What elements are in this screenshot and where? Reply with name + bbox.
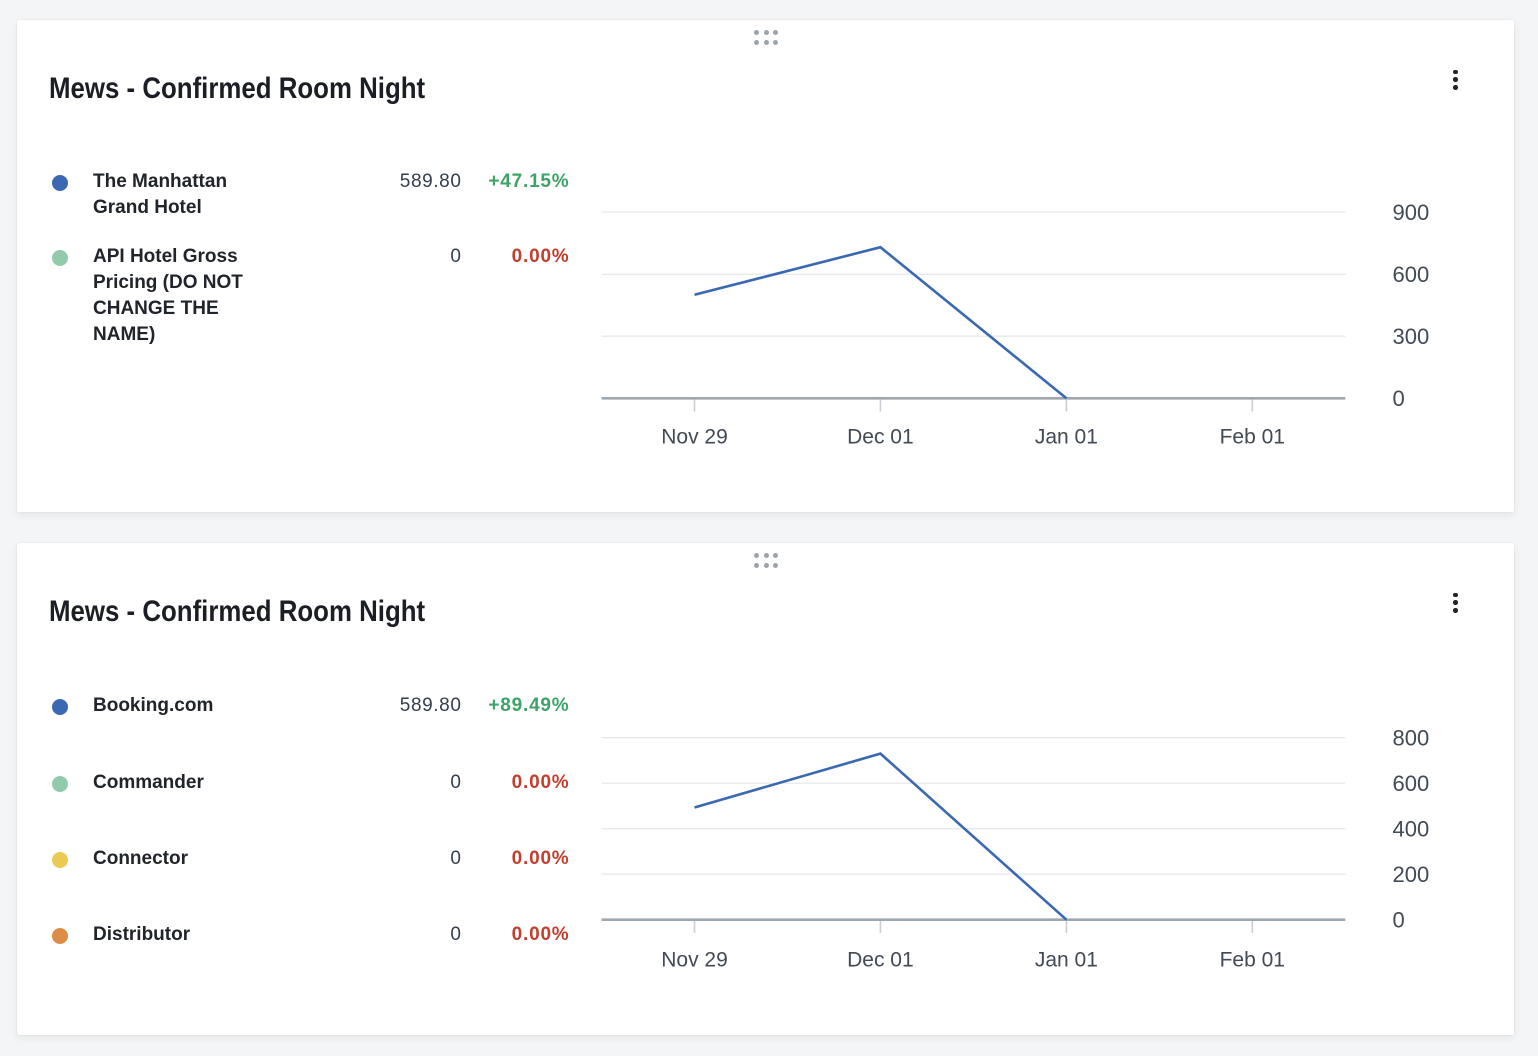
svg-text:900: 900 xyxy=(1393,200,1430,225)
svg-text:300: 300 xyxy=(1393,324,1430,349)
svg-text:Nov 29: Nov 29 xyxy=(661,426,728,449)
svg-text:600: 600 xyxy=(1393,771,1430,796)
svg-text:Nov 29: Nov 29 xyxy=(661,949,728,972)
svg-text:0: 0 xyxy=(1393,908,1405,933)
svg-text:Jan 01: Jan 01 xyxy=(1035,426,1098,449)
svg-text:800: 800 xyxy=(1393,726,1430,751)
svg-text:Dec 01: Dec 01 xyxy=(847,949,914,972)
svg-text:400: 400 xyxy=(1393,817,1430,842)
svg-text:Dec 01: Dec 01 xyxy=(847,426,914,449)
svg-text:Jan 01: Jan 01 xyxy=(1035,949,1098,972)
svg-text:Feb 01: Feb 01 xyxy=(1220,949,1285,972)
svg-text:600: 600 xyxy=(1393,262,1430,287)
svg-text:0: 0 xyxy=(1393,386,1405,411)
svg-text:200: 200 xyxy=(1393,862,1430,887)
svg-text:Feb 01: Feb 01 xyxy=(1220,426,1285,449)
